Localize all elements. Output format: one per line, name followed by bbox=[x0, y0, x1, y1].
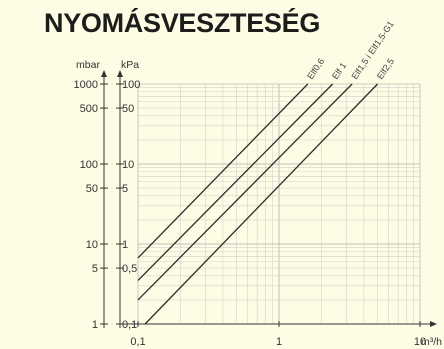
y-tick-label-mbar: 10 bbox=[86, 239, 98, 251]
y-axis-unit-mbar: mbar bbox=[76, 59, 100, 71]
y-tick-label-kpa: 1 bbox=[122, 239, 128, 251]
y-axis-kpa-arrow-icon bbox=[117, 70, 123, 77]
x-axis-arrow-icon bbox=[430, 321, 437, 327]
series-line-3 bbox=[137, 83, 353, 301]
x-tick-label: 10 bbox=[414, 336, 426, 348]
series-line-2 bbox=[137, 83, 334, 281]
chart-title: NYOMÁSVESZTESÉG bbox=[44, 8, 321, 38]
y-tick-label-mbar: 50 bbox=[86, 183, 98, 195]
y-tick-label-mbar: 500 bbox=[80, 103, 98, 115]
x-tick-label: 0,1 bbox=[130, 336, 145, 348]
series-line-1 bbox=[137, 83, 309, 259]
x-tick-label: 1 bbox=[276, 336, 282, 348]
y-tick-label-kpa: 100 bbox=[122, 79, 140, 91]
chart-axes bbox=[101, 70, 437, 328]
y-tick-label-kpa: 5 bbox=[122, 183, 128, 195]
y-tick-label-mbar: 5 bbox=[92, 263, 98, 275]
y-tick-label-kpa: 0,1 bbox=[122, 319, 137, 331]
series-line-4 bbox=[144, 83, 379, 325]
chart-grid bbox=[137, 83, 421, 325]
axis-units: mbar kPa m³/h bbox=[76, 59, 442, 348]
chart-ticks: 1000 500 100 50 10 5 1 100 50 10 5 1 0,5 0,1 0,1 1 10 bbox=[74, 79, 427, 348]
series-label-4: Elf2,5 bbox=[375, 56, 396, 81]
y-tick-label-mbar: 100 bbox=[80, 159, 98, 171]
y-axis-mbar-arrow-icon bbox=[101, 70, 107, 77]
series-label-1: Elf0,6 bbox=[305, 56, 326, 81]
y-tick-label-kpa: 0,5 bbox=[122, 263, 137, 275]
y-tick-label-mbar: 1 bbox=[92, 319, 98, 331]
y-tick-label-kpa: 10 bbox=[122, 159, 134, 171]
y-tick-label-kpa: 50 bbox=[122, 103, 134, 115]
series-label-2: Elf 1 bbox=[330, 61, 348, 82]
y-axis-unit-kpa: kPa bbox=[121, 59, 139, 71]
x-axis-unit: m³/h bbox=[421, 336, 442, 348]
y-tick-label-mbar: 1000 bbox=[74, 79, 98, 91]
